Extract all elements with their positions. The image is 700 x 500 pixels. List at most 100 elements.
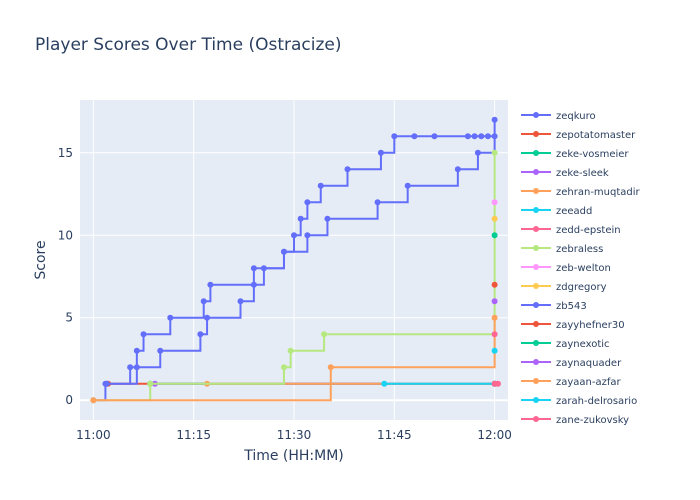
- data-point: [491, 331, 498, 338]
- legend-item[interactable]: zdgregory: [521, 282, 607, 293]
- data-point: [127, 364, 134, 371]
- legend-swatch-marker: [533, 340, 539, 346]
- data-point: [478, 133, 485, 140]
- legend-swatch-marker: [533, 378, 539, 384]
- legend-swatch-marker: [533, 321, 539, 327]
- x-tick-label: 11:00: [76, 428, 111, 442]
- legend-label: zdgregory: [556, 282, 607, 293]
- data-point: [317, 182, 324, 189]
- legend-swatch-marker: [533, 188, 539, 194]
- data-point: [327, 364, 334, 371]
- data-point: [204, 314, 211, 321]
- data-point: [491, 298, 498, 305]
- series-zedd-epstein: [491, 380, 501, 387]
- data-point: [280, 248, 287, 255]
- legend-label: zb543: [556, 301, 587, 312]
- x-tick-label: 11:45: [377, 428, 412, 442]
- data-point: [377, 149, 384, 156]
- legend-swatch-marker: [533, 112, 539, 118]
- legend-swatch-marker: [533, 131, 539, 137]
- legend-item[interactable]: zehran-muqtadir: [521, 187, 641, 198]
- legend-item[interactable]: zb543: [521, 301, 587, 312]
- legend-item[interactable]: zayyhefner30: [521, 320, 625, 331]
- tick-labels: 11:00 11:15 11:30 11:45 12:00 0 5 10 15: [58, 146, 512, 442]
- series-line: [93, 152, 496, 402]
- data-point: [297, 215, 304, 222]
- legend-swatch-marker: [533, 169, 539, 175]
- series-zane-zukovsky: [491, 331, 498, 338]
- legend-item[interactable]: zane-zukovsky: [521, 415, 629, 426]
- data-point: [280, 364, 287, 371]
- y-tick-label: 0: [65, 393, 73, 407]
- legend-label: zeb-welton: [556, 263, 611, 274]
- legend-label: zeqkuro: [556, 111, 596, 122]
- legend-item[interactable]: zaynexotic: [521, 339, 610, 350]
- legend-label: zayaan-azfar: [556, 377, 622, 388]
- data-point: [321, 331, 328, 338]
- data-point: [250, 281, 257, 288]
- x-axis-title: Time (HH:MM): [243, 448, 344, 464]
- data-point: [491, 347, 498, 354]
- data-point: [491, 314, 498, 321]
- legend-swatch-marker: [533, 416, 539, 422]
- legend-label: zedd-epstein: [556, 225, 621, 236]
- legend-item[interactable]: zeb-welton: [521, 263, 611, 274]
- data-point: [287, 347, 294, 354]
- legend[interactable]: zeqkuro zepotatomaster zeke-vosmeier zeke-s…: [521, 111, 641, 426]
- legend-item[interactable]: zedd-epstein: [521, 225, 621, 236]
- legend-item[interactable]: zepotatomaster: [521, 130, 636, 141]
- x-tick-label: 12:00: [477, 428, 512, 442]
- data-point: [237, 298, 244, 305]
- data-point: [491, 215, 498, 222]
- legend-label: zaynexotic: [556, 339, 610, 350]
- legend-label: zeke-sleek: [556, 168, 609, 179]
- y-tick-label: 10: [58, 228, 73, 242]
- legend-item[interactable]: zeeadd: [521, 206, 592, 217]
- legend-label: zayyhefner30: [556, 320, 625, 331]
- chart-title: Player Scores Over Time (Ostracize): [35, 35, 342, 55]
- data-point: [147, 380, 154, 387]
- data-point: [157, 347, 164, 354]
- series-zaynaquader: [491, 298, 498, 305]
- legend-item[interactable]: zeke-sleek: [521, 168, 609, 179]
- legend-item[interactable]: zaynaquader: [521, 358, 622, 369]
- data-point: [344, 166, 351, 173]
- data-point: [374, 199, 381, 206]
- legend-label: zeke-vosmeier: [556, 149, 629, 160]
- legend-item[interactable]: zarah-delrosario: [521, 396, 637, 407]
- data-point: [291, 232, 297, 239]
- x-tick-label: 11:15: [176, 428, 211, 442]
- data-point: [207, 281, 214, 288]
- data-point: [133, 347, 140, 354]
- data-point: [324, 215, 331, 222]
- data-point: [304, 199, 311, 206]
- legend-swatch-marker: [533, 245, 539, 251]
- data-point: [197, 331, 204, 338]
- x-tick-label: 11:30: [277, 428, 312, 442]
- legend-label: zehran-muqtadir: [556, 187, 641, 198]
- data-point: [391, 133, 398, 140]
- data-point: [103, 380, 110, 387]
- data-point: [140, 331, 147, 338]
- legend-swatch-marker: [533, 226, 539, 232]
- series-zdgregory: [491, 215, 498, 222]
- legend-item[interactable]: zeqkuro: [521, 111, 596, 122]
- y-tick-label: 15: [58, 146, 73, 160]
- legend-item[interactable]: zebraless: [521, 244, 603, 255]
- legend-label: zeeadd: [556, 206, 592, 217]
- legend-item[interactable]: zayaan-azfar: [521, 377, 622, 388]
- legend-label: zane-zukovsky: [556, 415, 629, 426]
- legend-swatch-marker: [533, 150, 539, 156]
- data-point: [411, 133, 418, 140]
- series-zarah-delrosario: [491, 347, 498, 354]
- data-point: [491, 199, 498, 206]
- legend-swatch-marker: [533, 283, 539, 289]
- data-point: [250, 265, 257, 272]
- legend-item[interactable]: zeke-vosmeier: [521, 149, 629, 160]
- legend-swatch-marker: [533, 264, 539, 270]
- data-point: [200, 298, 207, 305]
- data-point: [90, 397, 97, 404]
- legend-label: zepotatomaster: [556, 130, 636, 141]
- data-point: [454, 166, 461, 173]
- series-zaynexotic: [491, 232, 498, 239]
